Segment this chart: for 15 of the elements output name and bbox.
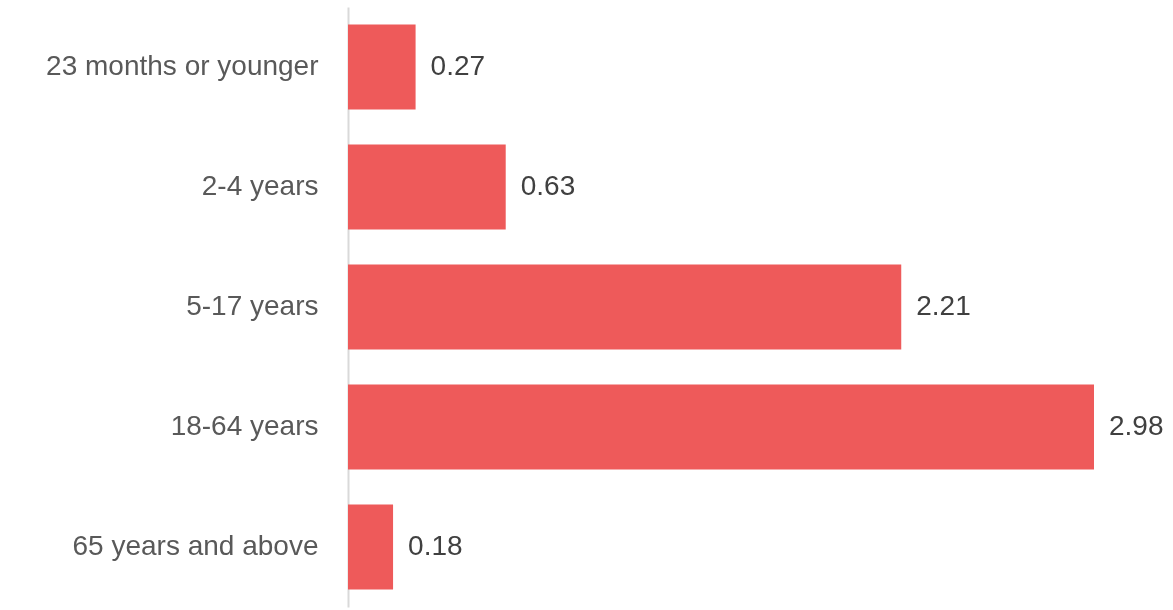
y-tick-label: 18-64 years: [170, 410, 319, 441]
bar: [348, 264, 902, 350]
data-label: 0.27: [430, 50, 486, 81]
data-label: 2.98: [1109, 410, 1164, 441]
y-tick-label: 23 months or younger: [46, 50, 319, 81]
bar: [348, 504, 394, 590]
y-tick-label: 2-4 years: [201, 170, 319, 201]
y-tick-label: 5-17 years: [186, 290, 319, 321]
bar: [348, 24, 416, 110]
data-label: 0.18: [408, 530, 463, 561]
bar: [348, 144, 506, 230]
data-label: 2.21: [916, 290, 971, 321]
y-tick-label: 65 years and above: [72, 530, 319, 561]
bar: [348, 384, 1094, 470]
data-label: 0.63: [520, 170, 576, 201]
